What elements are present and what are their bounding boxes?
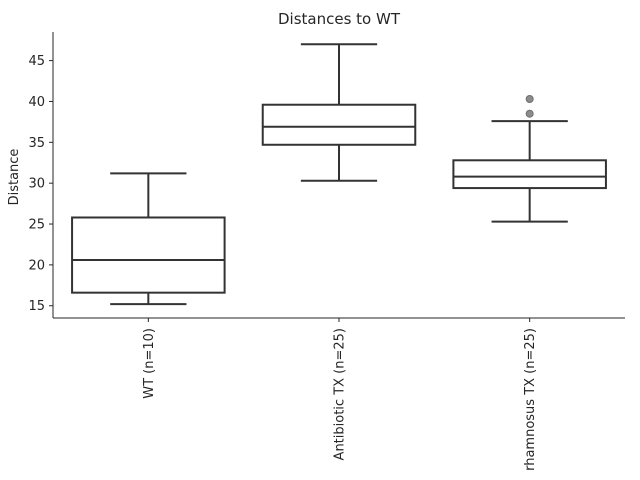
y-tick-label: 15 <box>28 299 45 314</box>
y-tick-label: 40 <box>28 95 45 110</box>
x-tick-label: WT (n=10) <box>142 328 157 399</box>
y-tick-label: 25 <box>28 218 45 233</box>
outlier-point <box>525 95 534 104</box>
plot-area: 15 20 25 30 35 40 45 WT (n=10) Antibiotic TX (n=… <box>28 43 607 471</box>
x-tick-label: Antibiotic TX (n=25) <box>333 328 348 460</box>
box <box>261 103 417 146</box>
chart-title: Distances to WT <box>278 10 401 28</box>
y-tick-label: 35 <box>28 136 45 151</box>
outlier-point <box>525 109 534 118</box>
y-tick-label: 30 <box>28 177 45 192</box>
box <box>452 159 607 190</box>
y-axis-title: Distance <box>7 149 22 206</box>
box <box>71 216 226 294</box>
x-tick-label: rhamnosus TX (n=25) <box>523 328 538 471</box>
y-tick-label: 45 <box>28 54 45 69</box>
y-tick-label: 20 <box>28 258 45 273</box>
